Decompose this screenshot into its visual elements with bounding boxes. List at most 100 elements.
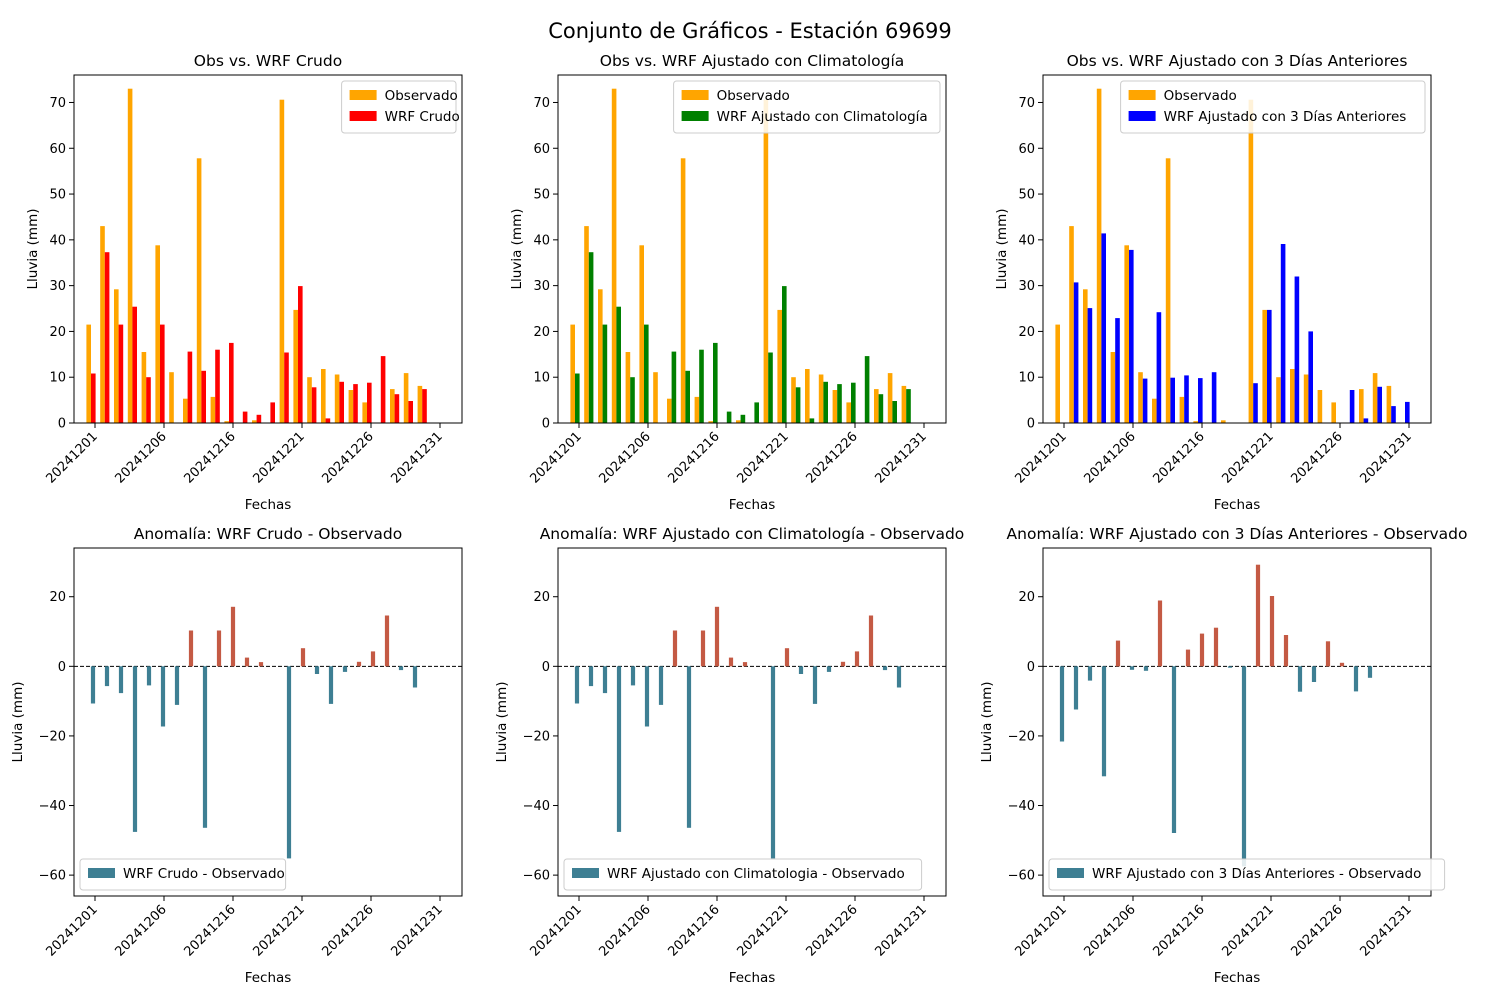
- y-axis-label: Lluvia (mm): [979, 682, 995, 763]
- bar-observado-14: [763, 99, 769, 423]
- legend-box: [673, 80, 941, 134]
- x-axis-label: Fechas: [729, 970, 776, 986]
- y-tick-label: 50: [49, 188, 66, 203]
- anomaly-bar-12: [258, 662, 264, 667]
- y-tick-label: 20: [1018, 590, 1035, 605]
- y-tick-label: 40: [533, 233, 550, 248]
- anomaly-bar-7: [1157, 600, 1163, 667]
- bar-wrf-14: [768, 352, 773, 423]
- anomaly-bar-7: [672, 630, 678, 667]
- y-tick-label: 0: [1027, 417, 1035, 432]
- anomaly-bar-11: [244, 657, 250, 667]
- anomaly-bar-17: [812, 666, 818, 704]
- y-tick-label: 0: [542, 660, 550, 675]
- legend-label: Observado: [385, 88, 458, 104]
- legend-swatch: [681, 90, 709, 100]
- anomaly-bar-21: [1353, 666, 1359, 692]
- bar-wrf-9: [699, 349, 704, 423]
- axes-frame: [73, 547, 463, 897]
- y-tick-label: 60: [1018, 142, 1035, 157]
- anomaly-bar-1: [1073, 666, 1079, 710]
- bar-observado-3: [127, 88, 133, 423]
- bar-wrf-3: [132, 306, 137, 423]
- bar-wrf-2: [1087, 308, 1093, 423]
- legend: Observado WRF Ajustado con Climatología: [673, 80, 941, 134]
- bar-wrf-16: [1280, 244, 1286, 423]
- bar-observado-7: [667, 398, 672, 423]
- anomaly-bar-19: [840, 661, 846, 667]
- anomaly-bar-6: [658, 666, 664, 705]
- bar-wrf-1: [588, 252, 594, 423]
- anomaly-bar-18: [826, 666, 832, 672]
- y-tick-label: −20: [523, 729, 550, 744]
- anomaly-bar-0: [1059, 666, 1065, 742]
- bar-wrf-12: [256, 414, 262, 423]
- bar-wrf-19: [837, 384, 842, 423]
- bar-wrf-25: [1405, 401, 1410, 423]
- y-tick-label: −40: [523, 799, 550, 814]
- bar-wrf-22: [394, 394, 400, 423]
- anomaly-bar-5: [644, 666, 650, 727]
- bar-observado-5: [1124, 245, 1129, 423]
- bar-observado-22: [390, 389, 395, 423]
- anomaly-bar-9: [216, 630, 222, 667]
- axes-frame: [73, 74, 463, 424]
- bar-observado-15: [293, 309, 298, 423]
- anomaly-bar-20: [854, 651, 860, 667]
- bar-observado-10: [708, 421, 713, 423]
- y-tick-label: −60: [1008, 869, 1035, 884]
- anomaly-bar-17: [328, 666, 334, 704]
- y-axis-label: Lluvia (mm): [509, 209, 525, 290]
- bar-wrf-23: [408, 401, 413, 423]
- legend: WRF Ajustado con 3 Días Anteriores - Obs…: [1048, 858, 1446, 891]
- bar-wrf-4: [630, 377, 635, 423]
- anomaly-bar-8: [202, 666, 208, 828]
- bar-wrf-4: [146, 377, 151, 423]
- bar-observado-24: [417, 385, 423, 423]
- axes-frame: [1042, 547, 1432, 897]
- legend-label: WRF Ajustado con 3 Días Anteriores: [1164, 109, 1407, 125]
- legend-label: WRF Ajustado con 3 Días Anteriores - Obs…: [1092, 866, 1421, 882]
- bar-observado-0: [86, 324, 91, 423]
- bar-wrf-5: [1129, 249, 1134, 423]
- bar-observado-24: [1386, 385, 1392, 423]
- subplot-title: Obs vs. WRF Ajustado con 3 Días Anterior…: [1067, 52, 1408, 70]
- bar-observado-6: [1138, 372, 1143, 423]
- anomaly-bar-12: [1227, 666, 1233, 668]
- bar-observado-17: [1290, 369, 1295, 423]
- anomaly-bar-2: [1087, 666, 1093, 681]
- bar-observado-8: [196, 158, 202, 424]
- y-tick-label: 10: [1018, 371, 1035, 386]
- bar-observado-1: [584, 226, 589, 423]
- bar-observado-15: [777, 309, 782, 423]
- anomaly-bar-2: [118, 666, 124, 694]
- bar-wrf-21: [1349, 390, 1355, 423]
- y-axis-label: Lluvia (mm): [994, 209, 1010, 290]
- bar-wrf-9: [215, 349, 220, 423]
- anomaly-bar-1: [104, 666, 110, 687]
- bar-observado-23: [887, 373, 893, 423]
- anomaly-bar-20: [1339, 662, 1345, 667]
- bar-observado-19: [348, 390, 354, 423]
- anomaly-bar-3: [1101, 666, 1107, 777]
- bar-observado-24: [901, 385, 907, 423]
- legend-label: WRF Crudo: [385, 109, 460, 125]
- bar-observado-8: [1165, 158, 1171, 424]
- bar-wrf-11: [1211, 372, 1217, 423]
- anomaly-bar-5: [1129, 666, 1135, 670]
- bar-observado-14: [1248, 99, 1254, 423]
- y-tick-label: 30: [49, 279, 66, 294]
- bar-observado-1: [1069, 226, 1074, 423]
- bar-observado-6: [653, 372, 658, 423]
- anomaly-bar-10: [714, 606, 720, 667]
- subplot-title: Obs vs. WRF Ajustado con Climatología: [600, 52, 905, 70]
- anomaly-bar-21: [868, 615, 874, 667]
- bar-wrf-1: [104, 252, 110, 423]
- bar-observado-9: [694, 396, 700, 423]
- legend-label: WRF Crudo - Observado: [123, 866, 285, 882]
- bar-wrf-5: [644, 324, 649, 423]
- anomaly-bar-22: [398, 666, 404, 671]
- bar-observado-23: [403, 373, 409, 423]
- bar-observado-0: [570, 324, 575, 423]
